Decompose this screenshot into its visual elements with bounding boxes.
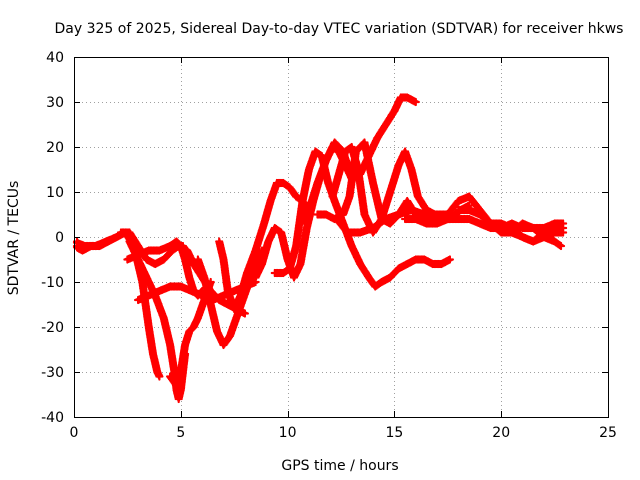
y-tick-label: 0 <box>55 230 64 246</box>
data-points-arc-20 <box>486 219 568 246</box>
series-arc-9 <box>193 246 267 350</box>
data-points-arc-9 <box>193 246 267 350</box>
data-points-arc-10 <box>215 178 314 314</box>
x-tick-label: 5 <box>176 425 185 441</box>
y-tick-label: 30 <box>46 95 64 111</box>
y-tick-label: -40 <box>41 410 64 426</box>
x-tick-label: 25 <box>599 425 617 441</box>
y-tick-label: -20 <box>41 320 64 336</box>
series-arc-15 <box>328 142 457 237</box>
y-axis-label: SDTVAR / TECUs <box>6 181 22 296</box>
series-arc-10 <box>215 178 314 314</box>
data-points-arc-8 <box>166 237 207 300</box>
y-tick-label: -30 <box>41 365 64 381</box>
y-tick-label: 20 <box>46 140 64 156</box>
y-tick-label: 10 <box>46 185 64 201</box>
data-points-arc-15 <box>328 142 457 237</box>
x-tick-label: 10 <box>279 425 297 441</box>
series-arc-20 <box>486 219 568 246</box>
y-tick-label: -10 <box>41 275 64 291</box>
series-arc-8 <box>166 237 207 300</box>
x-tick-label: 15 <box>385 425 403 441</box>
x-tick-label: 20 <box>492 425 510 441</box>
data-marks-layer <box>72 93 568 404</box>
y-tick-label: 40 <box>46 50 64 66</box>
chart-title: Day 325 of 2025, Sidereal Day-to-day VTE… <box>55 21 624 37</box>
x-axis-label: GPS time / hours <box>281 458 398 474</box>
x-tick-label: 0 <box>70 425 79 441</box>
tick-layer: 0 5 10 15 20 25 -40 -30 -20 -10 0 10 20 30 40 <box>41 50 617 441</box>
